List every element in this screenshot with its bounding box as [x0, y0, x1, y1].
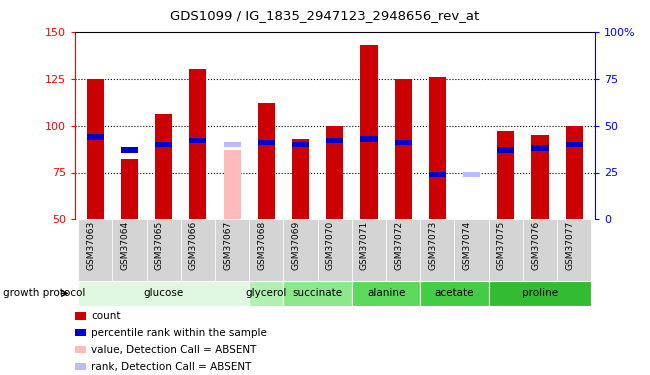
Text: GSM37065: GSM37065 [155, 221, 164, 270]
Text: GSM37072: GSM37072 [394, 221, 403, 270]
Bar [283, 219, 318, 281]
Bar [497, 131, 514, 219]
Bar [75, 312, 86, 320]
Bar [112, 219, 147, 281]
Text: value, Detection Call = ABSENT: value, Detection Call = ABSENT [92, 345, 257, 355]
Bar [318, 219, 352, 281]
Text: GSM37067: GSM37067 [223, 221, 232, 270]
Bar [421, 281, 489, 306]
Bar [147, 219, 181, 281]
Bar [352, 281, 421, 306]
Text: GSM37066: GSM37066 [189, 221, 198, 270]
Bar [497, 147, 514, 153]
Bar [352, 219, 386, 281]
Bar [360, 136, 378, 142]
Bar [224, 142, 240, 147]
Bar [75, 363, 86, 370]
Text: acetate: acetate [435, 288, 474, 298]
Bar [75, 329, 86, 336]
Text: GSM37074: GSM37074 [463, 221, 472, 270]
Text: GSM37069: GSM37069 [292, 221, 300, 270]
Bar [557, 219, 592, 281]
Text: succinate: succinate [292, 288, 343, 298]
Bar [532, 146, 549, 151]
Text: glycerol: glycerol [246, 288, 287, 298]
Text: count: count [92, 311, 121, 321]
Bar [249, 219, 283, 281]
Text: GSM37073: GSM37073 [428, 221, 437, 270]
Bar [249, 281, 283, 306]
Text: glucose: glucose [144, 288, 184, 298]
Text: GSM37064: GSM37064 [120, 221, 129, 270]
Bar [189, 69, 207, 219]
Text: GSM37075: GSM37075 [497, 221, 506, 270]
Bar [454, 219, 489, 281]
Text: GSM37068: GSM37068 [257, 221, 266, 270]
Text: alanine: alanine [367, 288, 405, 298]
Bar [395, 79, 411, 219]
Bar [532, 135, 549, 219]
Bar [121, 147, 138, 153]
Bar [78, 219, 112, 281]
Bar [75, 346, 86, 353]
Bar [395, 140, 411, 146]
Text: proline: proline [522, 288, 558, 298]
Text: rank, Detection Call = ABSENT: rank, Detection Call = ABSENT [92, 362, 252, 372]
Bar [429, 172, 446, 177]
Bar [463, 219, 480, 229]
Bar [155, 142, 172, 147]
Text: GDS1099 / IG_1835_2947123_2948656_rev_at: GDS1099 / IG_1835_2947123_2948656_rev_at [170, 9, 480, 22]
Bar [429, 77, 446, 219]
Bar [292, 142, 309, 147]
Bar [224, 150, 240, 219]
Bar [421, 219, 454, 281]
Text: growth protocol: growth protocol [3, 288, 86, 298]
Bar [489, 281, 592, 306]
Bar [258, 140, 275, 146]
Bar [86, 134, 104, 140]
Bar [258, 103, 275, 219]
Bar [292, 139, 309, 219]
Text: percentile rank within the sample: percentile rank within the sample [92, 328, 267, 338]
Text: GSM37063: GSM37063 [86, 221, 96, 270]
Bar [360, 45, 378, 219]
Bar [189, 138, 207, 144]
Bar [78, 281, 249, 306]
Bar [181, 219, 215, 281]
Bar [566, 142, 583, 147]
Bar [215, 219, 249, 281]
Bar [86, 79, 104, 219]
Bar [386, 219, 421, 281]
Text: GSM37070: GSM37070 [326, 221, 335, 270]
Bar [283, 281, 352, 306]
Bar [566, 126, 583, 219]
Bar [155, 114, 172, 219]
Bar [326, 126, 343, 219]
Bar [489, 219, 523, 281]
Bar [523, 219, 557, 281]
Bar [326, 138, 343, 144]
Bar [463, 172, 480, 177]
Text: GSM37077: GSM37077 [566, 221, 574, 270]
Bar [121, 159, 138, 219]
Text: GSM37071: GSM37071 [360, 221, 369, 270]
Text: GSM37076: GSM37076 [531, 221, 540, 270]
